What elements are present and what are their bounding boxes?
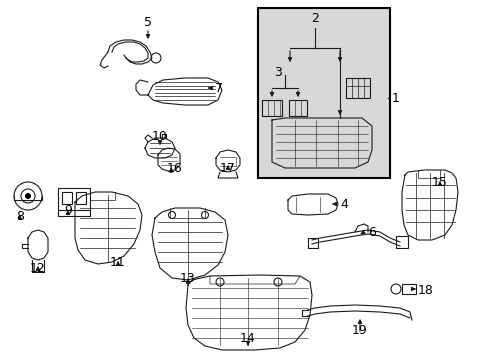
Text: 10: 10 <box>152 130 167 143</box>
Text: 6: 6 <box>367 225 375 238</box>
Text: 12: 12 <box>30 261 46 274</box>
Bar <box>401 284 415 294</box>
Text: 2: 2 <box>310 12 318 24</box>
Text: 7: 7 <box>215 81 223 94</box>
Text: 16: 16 <box>167 162 183 175</box>
Text: 1: 1 <box>391 91 399 104</box>
Text: 5: 5 <box>143 15 152 28</box>
Bar <box>76 192 86 204</box>
Text: 14: 14 <box>240 332 255 345</box>
Text: 13: 13 <box>180 271 196 284</box>
Bar <box>58 188 90 210</box>
Bar <box>346 78 369 98</box>
Text: 8: 8 <box>16 210 24 222</box>
Bar <box>262 100 282 116</box>
Circle shape <box>25 193 31 199</box>
Text: 17: 17 <box>220 162 235 175</box>
Bar <box>395 236 407 248</box>
Text: 18: 18 <box>417 284 433 297</box>
Text: 9: 9 <box>64 203 72 216</box>
Text: 4: 4 <box>339 198 347 211</box>
Bar <box>288 100 306 116</box>
Text: 3: 3 <box>273 66 282 78</box>
Text: 15: 15 <box>431 175 447 189</box>
Text: 19: 19 <box>351 324 367 337</box>
Bar <box>62 192 72 204</box>
Bar <box>258 8 389 178</box>
Bar <box>307 238 317 248</box>
Text: 11: 11 <box>110 256 125 269</box>
